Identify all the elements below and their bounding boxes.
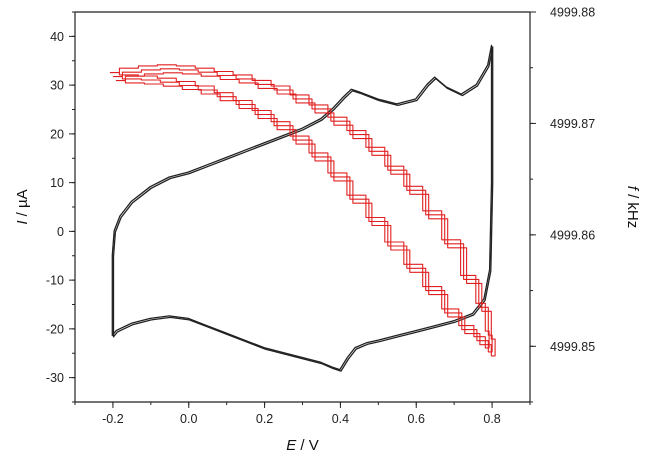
series-layer (109, 44, 496, 372)
current-series-cycle-2 (112, 46, 494, 372)
plot-area (74, 11, 531, 403)
y2-tick-label: 4999.87 (550, 117, 595, 131)
x-tick-label: 0.4 (332, 412, 349, 426)
x-tick-label: 0.8 (483, 412, 500, 426)
frequency-series-cycle-2 (112, 68, 493, 353)
y-tick-label: -30 (46, 371, 64, 385)
y-tick-label: 0 (57, 225, 64, 239)
x-axis-title: E / V (286, 437, 319, 454)
frequency-series-cycle-3 (115, 72, 496, 357)
x-tick-label: 0.6 (408, 412, 425, 426)
y-tick-label: 10 (50, 176, 64, 190)
current-series-cycle-1 (111, 44, 493, 371)
frequency-series-cycle-1 (109, 64, 490, 349)
x-tick-label: -0.2 (102, 412, 124, 426)
y-tick-label: -10 (46, 274, 64, 288)
y-tick-label: 30 (50, 79, 64, 93)
x-tick-label: 0.2 (256, 412, 273, 426)
ticks: -0.2 0.0 0.2 0.4 0.6 0.8 -30 -20 -10 0 10 20 30 40 499… (46, 6, 595, 427)
right-y-axis-title: f / kHz (624, 186, 641, 229)
y2-tick-label: 4999.88 (550, 6, 595, 20)
y-tick-label: 40 (50, 30, 64, 44)
y2-tick-label: 4999.86 (550, 228, 595, 242)
left-y-axis-title: I / µA (14, 189, 31, 224)
y-tick-label: -20 (46, 322, 64, 336)
x-tick-label: 0.0 (180, 412, 197, 426)
y-tick-label: 20 (50, 127, 64, 141)
y2-tick-label: 4999.85 (550, 340, 595, 354)
